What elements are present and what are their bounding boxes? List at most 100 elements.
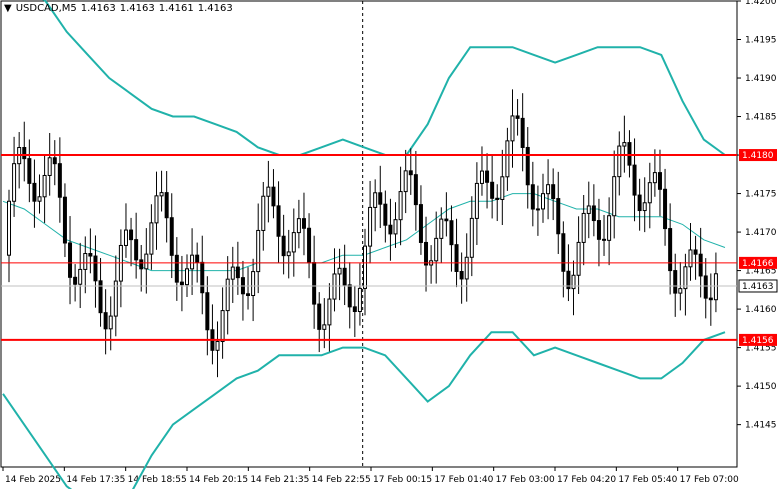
x-tick-label: 17 Feb 05:40 bbox=[618, 475, 677, 485]
level-price-tag bbox=[739, 149, 777, 162]
candle-body bbox=[383, 203, 388, 226]
candle-body bbox=[108, 315, 113, 330]
candle-body bbox=[129, 229, 134, 241]
candle-body bbox=[83, 253, 88, 270]
candle-body bbox=[647, 182, 652, 204]
candle-body bbox=[327, 298, 332, 326]
candle-body bbox=[220, 310, 225, 343]
candle-body bbox=[144, 253, 149, 270]
candle-body bbox=[612, 176, 617, 217]
candle-body bbox=[378, 192, 383, 205]
candle-body bbox=[139, 259, 144, 270]
candle-body bbox=[286, 251, 291, 257]
candle-body bbox=[469, 217, 474, 258]
candle-body bbox=[332, 273, 337, 300]
x-tick-label: 14 Feb 2025 bbox=[5, 475, 61, 485]
candle-body bbox=[642, 202, 647, 212]
x-tick-label: 14 Feb 17:35 bbox=[66, 475, 125, 485]
y-tick-label: 1.4175 bbox=[745, 190, 777, 200]
candle-body bbox=[571, 274, 576, 290]
candle-body bbox=[276, 205, 281, 237]
candle-body bbox=[322, 324, 327, 330]
candle-body bbox=[683, 266, 688, 290]
x-tick-label: 14 Feb 20:15 bbox=[189, 475, 248, 485]
candle-body bbox=[591, 205, 596, 222]
candle-body bbox=[388, 224, 393, 235]
candle-body bbox=[68, 242, 73, 278]
x-tick-label: 17 Feb 07:00 bbox=[680, 475, 739, 485]
candle-body bbox=[200, 261, 205, 294]
candle-body bbox=[215, 341, 220, 351]
candle-body bbox=[576, 241, 581, 276]
candle-body bbox=[474, 182, 479, 219]
candle-body bbox=[93, 255, 98, 282]
candle-body bbox=[42, 174, 47, 198]
candle-body bbox=[12, 163, 17, 202]
y-tick-label: 1.4190 bbox=[745, 74, 777, 84]
ohlc-open: 1.4163 bbox=[80, 3, 116, 14]
candle-body bbox=[342, 267, 347, 286]
bollinger-lower-band bbox=[2, 331, 726, 489]
candle-body bbox=[256, 229, 261, 273]
candle-body bbox=[556, 198, 561, 235]
candle-body bbox=[352, 306, 357, 313]
candle-body bbox=[368, 206, 373, 247]
candle-body bbox=[235, 266, 240, 279]
candle-body bbox=[551, 184, 556, 200]
candle-body bbox=[113, 280, 118, 317]
candle-body bbox=[307, 227, 312, 264]
candle-body bbox=[632, 164, 637, 196]
candle-body bbox=[479, 170, 484, 184]
current-price-label: 1.4163 bbox=[742, 282, 774, 292]
candle-body bbox=[103, 312, 108, 330]
y-tick-label: 1.4195 bbox=[745, 36, 777, 46]
candle-body bbox=[149, 222, 154, 255]
candle-body bbox=[596, 220, 601, 240]
candle-body bbox=[230, 266, 235, 280]
candle-body bbox=[27, 158, 32, 184]
level-price-label: 1.4180 bbox=[742, 151, 774, 161]
candle-body bbox=[485, 170, 490, 183]
candle-body bbox=[185, 268, 189, 286]
candle-body bbox=[403, 170, 408, 193]
candle-body bbox=[179, 281, 184, 286]
candle-body bbox=[586, 205, 591, 214]
candle-body bbox=[363, 245, 367, 289]
candle-body bbox=[541, 193, 545, 210]
candle-body bbox=[525, 146, 530, 186]
candle-body bbox=[627, 142, 632, 166]
candle-body bbox=[652, 172, 657, 184]
candle-body bbox=[398, 191, 403, 221]
candle-body bbox=[546, 184, 551, 195]
candle-body bbox=[510, 115, 515, 142]
candle-body bbox=[693, 249, 698, 255]
candle-body bbox=[703, 275, 708, 299]
candle-body bbox=[602, 238, 607, 241]
candle-body bbox=[698, 253, 703, 277]
level-price-tag bbox=[739, 333, 777, 346]
candle-body bbox=[515, 115, 520, 119]
candle-body bbox=[251, 271, 256, 297]
ohlc-high: 1.4163 bbox=[119, 3, 155, 14]
dropdown-arrow-icon[interactable]: ▼ bbox=[4, 3, 12, 14]
symbol-header: ▼ USDCAD,M5 1.4163 1.4163 1.4161 1.4163 bbox=[4, 3, 237, 14]
y-tick-label: 1.4170 bbox=[745, 228, 777, 238]
candle-body bbox=[246, 293, 251, 297]
candle-body bbox=[490, 181, 495, 199]
candle-body bbox=[413, 174, 418, 206]
candle-body bbox=[78, 268, 83, 285]
candle-body bbox=[373, 192, 378, 208]
candle-body bbox=[134, 239, 139, 261]
candle-body bbox=[195, 254, 200, 263]
candle-body bbox=[617, 145, 622, 178]
candle-body bbox=[190, 254, 195, 270]
candle-body bbox=[164, 192, 169, 219]
candle-body bbox=[657, 172, 662, 190]
symbol-label: USDCAD,M5 bbox=[15, 3, 77, 14]
candle-body bbox=[464, 256, 469, 280]
candle-body bbox=[312, 262, 317, 305]
y-tick-label: 1.4185 bbox=[745, 113, 777, 123]
candle-body bbox=[530, 184, 535, 210]
